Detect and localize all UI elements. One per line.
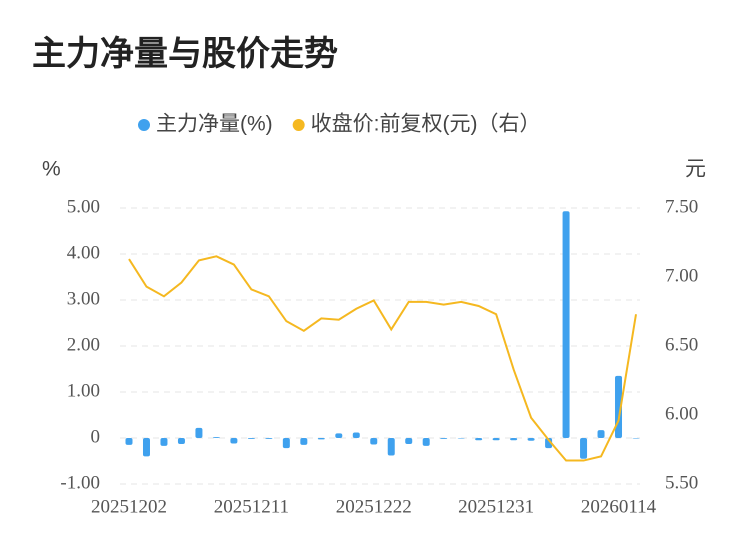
bar <box>195 427 203 438</box>
x-tick-label: 20251202 <box>91 496 167 517</box>
bar <box>352 432 360 438</box>
y-tick-label: 0 <box>91 426 101 447</box>
legend-label: 主力净量(%) <box>156 113 273 136</box>
legend-marker <box>138 119 150 131</box>
bar <box>422 438 430 446</box>
y-tick-label: 1.00 <box>67 380 100 401</box>
bar <box>527 438 535 441</box>
bar <box>177 438 185 444</box>
bar <box>597 430 605 438</box>
y-tick-label: 2.00 <box>67 334 100 355</box>
bar <box>580 438 588 459</box>
bar <box>317 438 325 440</box>
y2-tick-label: 6.00 <box>665 403 698 424</box>
y-tick-label: 5.00 <box>67 196 100 217</box>
y-tick-label: 3.00 <box>67 288 100 309</box>
y-axis-unit: % <box>42 158 61 181</box>
x-tick-label: 20251231 <box>458 496 534 517</box>
chart-title: 主力净量与股价走势 <box>32 35 338 73</box>
y-tick-label: 4.00 <box>67 242 100 263</box>
bar <box>265 438 273 439</box>
y2-tick-label: 7.00 <box>665 265 698 286</box>
bar <box>282 438 290 449</box>
bar <box>405 438 413 444</box>
y-tick-label: -1.00 <box>60 472 100 493</box>
legend-label: 收盘价:前复权(元)（右） <box>311 113 541 136</box>
bar <box>457 438 465 439</box>
legend-marker <box>292 119 305 131</box>
y2-tick-label: 5.50 <box>665 472 698 493</box>
y2-tick-label: 7.50 <box>665 196 698 217</box>
bar <box>125 438 133 445</box>
bar <box>510 438 518 441</box>
bar <box>475 438 483 441</box>
y2-tick-label: 6.50 <box>665 334 698 355</box>
bar <box>300 438 308 445</box>
x-tick-label: 20251211 <box>214 496 289 517</box>
bar <box>370 438 378 445</box>
bar <box>562 211 570 438</box>
bar <box>142 438 150 457</box>
bar <box>230 438 238 444</box>
bar <box>387 438 395 456</box>
bar <box>440 438 448 439</box>
price-line <box>128 255 637 462</box>
x-tick-label: 20251222 <box>336 496 412 517</box>
bar <box>335 433 343 438</box>
bar <box>632 438 640 439</box>
y2-axis-unit: 元 <box>685 158 706 181</box>
bar <box>212 437 220 438</box>
bar <box>247 438 255 439</box>
bar <box>492 438 500 441</box>
x-tick-label: 20260114 <box>581 496 657 517</box>
bar <box>160 438 168 446</box>
